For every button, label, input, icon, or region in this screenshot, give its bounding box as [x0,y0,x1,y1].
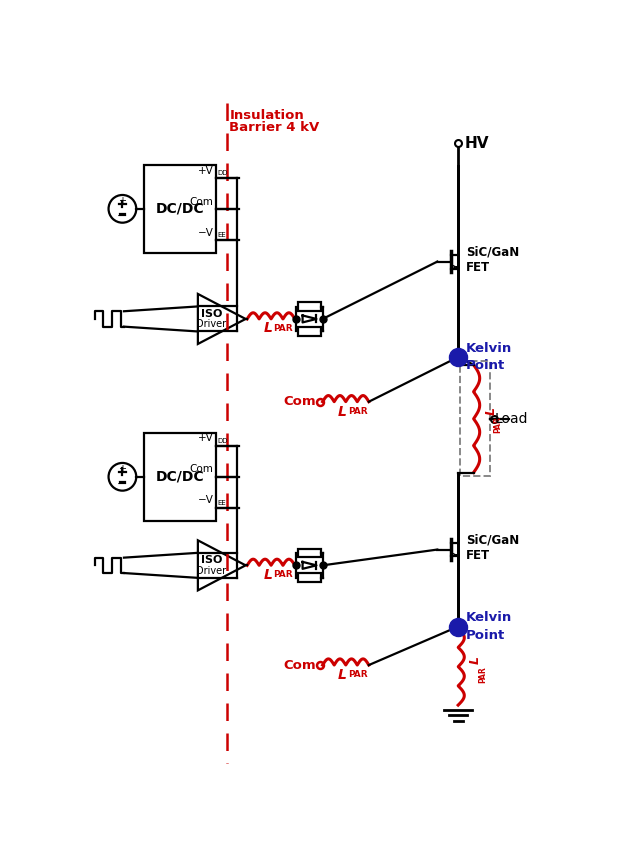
Text: −: − [117,478,127,491]
Text: +: + [119,196,126,206]
Text: L: L [264,321,273,335]
Text: L: L [338,668,347,682]
Text: Com: Com [283,396,316,408]
Bar [144,165,216,253]
Text: FET: FET [466,261,490,275]
Text: DC/DC: DC/DC [155,202,204,216]
Text: L: L [338,405,347,419]
Text: PAR: PAR [348,407,368,416]
Text: −V: −V [197,495,213,505]
Text: DD: DD [217,170,228,176]
Text: Com: Com [190,196,213,207]
Text: +: + [119,464,126,474]
Text: PAR: PAR [273,570,293,579]
Text: Com: Com [190,464,213,474]
Text: L: L [469,656,482,664]
Text: HV: HV [464,136,489,150]
Text: Load: Load [495,412,529,426]
Text: ISO: ISO [200,555,222,565]
Text: L: L [484,407,497,415]
Text: Driver: Driver [196,319,226,329]
Bar [298,573,321,582]
Text: EE: EE [217,233,226,239]
Text: DC/DC: DC/DC [155,470,204,484]
Text: +V: +V [198,433,213,444]
Text: DD: DD [217,438,228,444]
Text: PAR: PAR [273,323,293,333]
Text: EE: EE [217,500,226,506]
Bar [298,549,321,557]
Bar [460,361,491,476]
Text: +V: +V [198,166,213,176]
Text: Kelvin: Kelvin [466,611,512,625]
Text: SiC/GaN: SiC/GaN [466,534,519,547]
Text: −V: −V [197,227,213,238]
Text: PAR: PAR [348,670,368,680]
Text: Com: Com [283,659,316,672]
Text: L: L [264,568,273,582]
Text: PAR: PAR [493,416,503,433]
Text: Point: Point [466,629,505,642]
Text: Insulation: Insulation [230,109,304,122]
Bar [298,302,321,311]
Bar [144,432,216,521]
Text: SiC/GaN: SiC/GaN [466,246,519,259]
Bar [298,327,321,335]
Text: Driver: Driver [196,565,226,576]
Text: −: − [117,210,127,223]
Text: FET: FET [466,549,490,562]
Text: PAR: PAR [478,666,487,683]
Text: Point: Point [466,360,505,372]
Text: Kelvin: Kelvin [466,341,512,354]
Text: ISO: ISO [200,309,222,318]
Text: Barrier 4 kV: Barrier 4 kV [230,122,320,135]
